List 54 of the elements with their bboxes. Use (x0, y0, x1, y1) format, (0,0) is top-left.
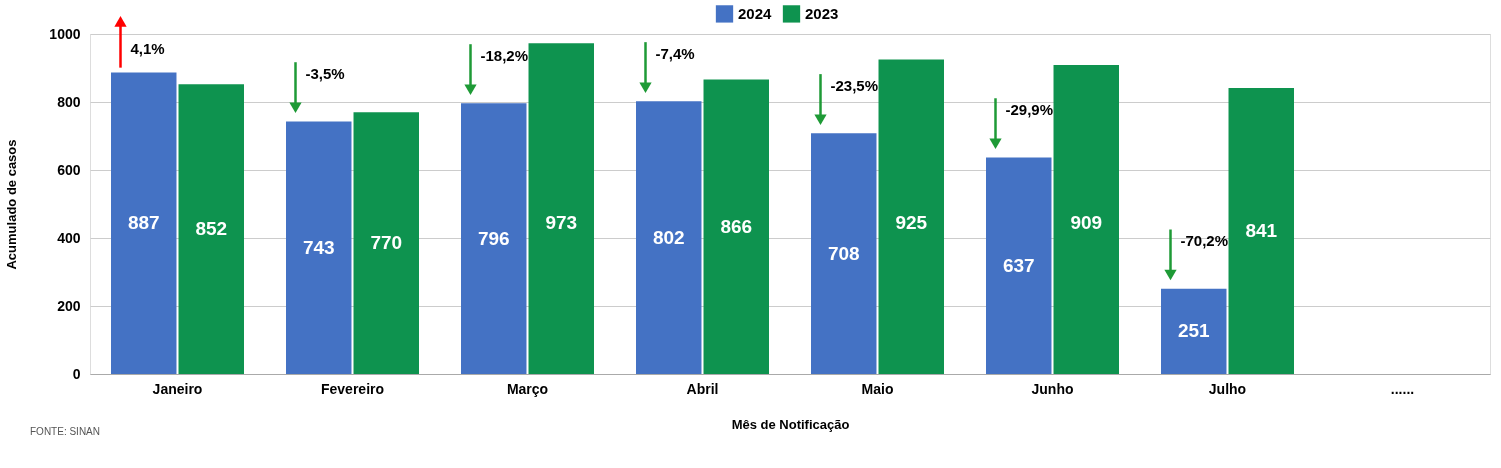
x-tick-label: ...... (1390, 380, 1415, 397)
y-tick-label: 800 (57, 93, 81, 110)
x-tick-label: Abril (686, 380, 719, 397)
source-note: FONTE: SINAN (30, 426, 101, 437)
y-tick-label: 400 (57, 229, 81, 246)
data-label: 796 (477, 227, 510, 249)
bar (461, 103, 527, 374)
y-tick-label: 0 (72, 365, 81, 382)
data-label: 925 (895, 212, 928, 234)
x-tick-label: Janeiro (152, 380, 203, 397)
annotation: 4,1% (130, 39, 165, 57)
annotation: -70,2% (1180, 232, 1229, 250)
annotation: -23,5% (830, 76, 879, 94)
annotation: -7,4% (655, 44, 695, 62)
x-tick-label: Maio (861, 380, 894, 397)
data-label: 866 (720, 215, 753, 237)
data-label: 909 (1070, 212, 1103, 234)
bar (1053, 64, 1119, 374)
bar (811, 133, 877, 374)
y-axis-title: Acumulado de casos (4, 139, 20, 270)
bar (636, 101, 702, 374)
bar (1161, 288, 1227, 374)
data-label: 770 (370, 232, 403, 254)
data-label: 637 (1002, 254, 1035, 276)
bar (111, 72, 177, 374)
data-label: 802 (652, 226, 685, 248)
bar (286, 121, 352, 374)
bar (1228, 88, 1294, 374)
bar (878, 59, 944, 374)
annotation: -3,5% (305, 64, 345, 82)
data-label: 887 (127, 212, 160, 234)
annotation: -29,9% (1005, 100, 1054, 118)
y-tick-label: 200 (57, 297, 81, 314)
y-tick-label: 1000 (49, 25, 81, 42)
legend-label: 2024 (738, 4, 773, 22)
bar (178, 84, 244, 374)
x-tick-label: Julho (1208, 380, 1247, 397)
bar (986, 157, 1052, 374)
annotation: -18,2% (480, 46, 529, 64)
data-label: 973 (545, 212, 578, 234)
data-label: 251 (1177, 320, 1211, 342)
x-tick-label: Março (506, 380, 549, 397)
x-tick-label: Junho (1031, 380, 1074, 397)
x-tick-label: Fevereiro (320, 380, 385, 397)
data-label: 841 (1245, 220, 1278, 242)
bar (353, 112, 419, 374)
bar (528, 43, 594, 374)
bar (703, 79, 769, 374)
data-label: 708 (827, 242, 860, 264)
y-tick-label: 600 (57, 161, 81, 178)
x-axis-title: Mês de Notificação (731, 416, 850, 432)
legend-label: 2023 (805, 4, 839, 22)
data-label: 743 (302, 236, 335, 258)
data-label: 852 (195, 218, 228, 240)
